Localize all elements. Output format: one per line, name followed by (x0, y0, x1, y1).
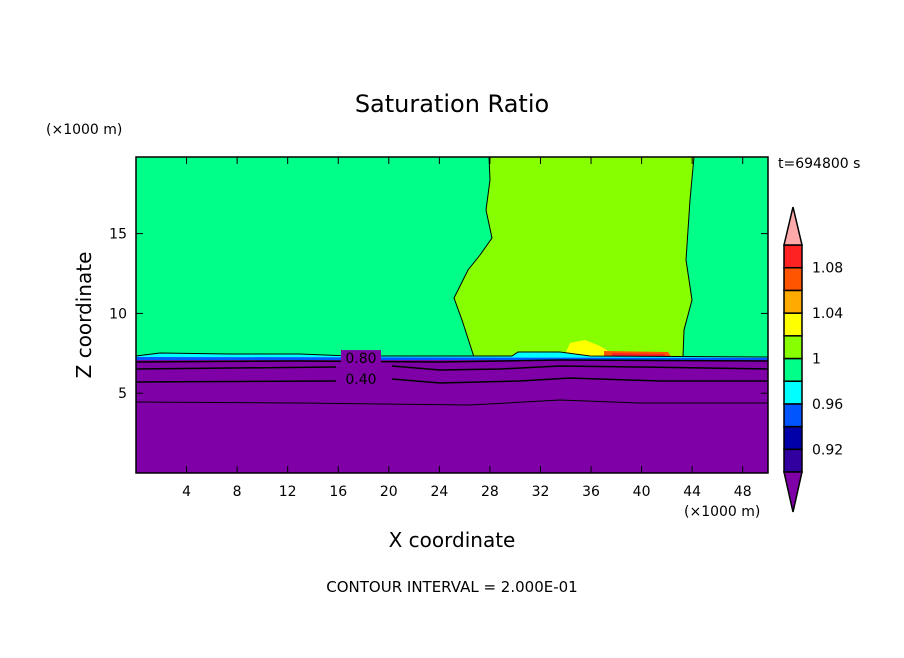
contour-label: 0.80 (345, 351, 376, 367)
colorbar-swatch (783, 312, 803, 337)
x-tick-label: 48 (734, 484, 752, 500)
x-tick-label: 24 (430, 484, 448, 500)
y-unit-label: (×1000 m) (46, 122, 122, 138)
x-tick-label: 8 (233, 484, 242, 500)
x-tick-label: 36 (582, 484, 600, 500)
contour-label: 0.40 (345, 372, 376, 388)
plot-frame (135, 156, 769, 474)
x-axis-label: X coordinate (389, 528, 516, 552)
colorbar-tick-label: 0.92 (812, 442, 843, 458)
colorbar-swatch (783, 335, 803, 360)
field-plot: 0.80 0.40 (135, 156, 769, 474)
colorbar-under-arrow (783, 471, 803, 513)
colorbar-tick-label: 1.08 (812, 261, 843, 277)
contour-line (135, 359, 769, 363)
y-tick-label: 10 (109, 306, 127, 322)
x-tick-label: 40 (633, 484, 651, 500)
colorbar-swatch (783, 425, 803, 451)
x-tick-label: 4 (182, 484, 191, 500)
region-supersaturated-column (453, 156, 695, 358)
y-tick-label: 5 (118, 386, 127, 402)
contour-line (135, 365, 769, 371)
y-axis-label: Z coordinate (72, 252, 96, 379)
region-subsaturated-layer (136, 360, 768, 473)
colorbar-tick-label: 0.96 (812, 397, 843, 413)
contour-interval-note: CONTOUR INTERVAL = 2.000E-01 (326, 578, 577, 596)
colorbar-swatch (783, 289, 803, 314)
colorbar-over-arrow (783, 206, 803, 246)
colorbar-swatch (783, 403, 803, 428)
colorbar-tick-label: 1.04 (812, 306, 843, 322)
colorbar-tick-label: 1 (812, 352, 821, 368)
x-tick-label: 32 (532, 484, 550, 500)
chart-title: Saturation Ratio (355, 90, 549, 118)
x-tick-label: 28 (481, 484, 499, 500)
colorbar-swatch (783, 380, 803, 405)
x-tick-label: 16 (329, 484, 347, 500)
contour-label-bg (340, 350, 381, 365)
colorbar-swatch (783, 244, 803, 269)
x-unit-label: (×1000 m) (684, 504, 760, 520)
y-tick-label: 15 (109, 227, 127, 243)
colorbar-swatch (783, 448, 803, 473)
colorbar-swatch (783, 266, 803, 292)
contour-line (135, 399, 768, 406)
contour-lines (135, 359, 769, 406)
time-label: t=694800 s (778, 156, 860, 172)
x-tick-label: 44 (683, 484, 701, 500)
contour-line (135, 377, 768, 384)
x-tick-label: 12 (279, 484, 297, 500)
region-red-core (612, 353, 666, 356)
colorbar-swatch (783, 357, 803, 382)
x-tick-label: 20 (380, 484, 398, 500)
contour-label-bg (340, 370, 381, 385)
